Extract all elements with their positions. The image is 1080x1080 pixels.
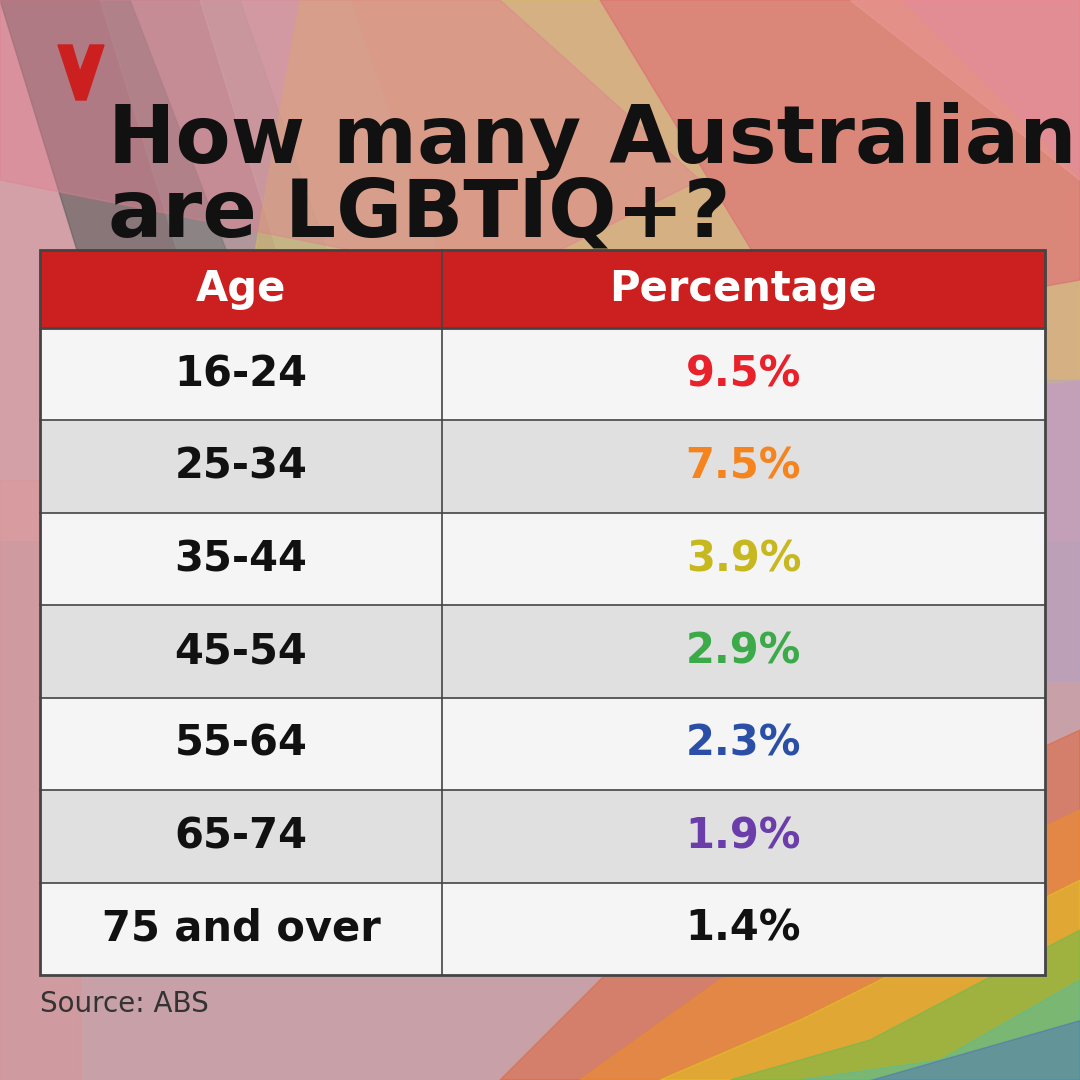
Polygon shape	[870, 1020, 1080, 1080]
Text: 25-34: 25-34	[175, 446, 308, 488]
Polygon shape	[100, 0, 330, 260]
Text: Source: ABS: Source: ABS	[40, 990, 208, 1018]
Polygon shape	[0, 0, 230, 260]
Text: Percentage: Percentage	[609, 268, 877, 310]
Text: 7.5%: 7.5%	[686, 446, 801, 488]
Bar	[0, 0, 1080, 540]
Polygon shape	[58, 45, 104, 100]
Text: 9.5%: 9.5%	[686, 353, 801, 395]
Bar	[40, 882, 1045, 975]
Text: 3.9%: 3.9%	[686, 538, 801, 580]
Polygon shape	[500, 730, 1080, 1080]
Text: 16-24: 16-24	[175, 353, 308, 395]
Polygon shape	[1000, 380, 1080, 680]
Bar	[40, 328, 1045, 420]
Bar	[40, 698, 1045, 791]
Polygon shape	[580, 810, 1080, 1080]
Text: 1.9%: 1.9%	[686, 815, 801, 858]
Bar	[40, 249, 1045, 328]
Text: are LGBTIQ+?: are LGBTIQ+?	[108, 175, 731, 253]
Text: 35-44: 35-44	[175, 538, 308, 580]
Polygon shape	[850, 0, 1080, 180]
Polygon shape	[800, 980, 1080, 1080]
Text: How many Australians: How many Australians	[108, 102, 1080, 180]
Polygon shape	[660, 880, 1080, 1080]
Polygon shape	[730, 930, 1080, 1080]
Polygon shape	[200, 0, 440, 260]
Polygon shape	[249, 0, 1080, 430]
Text: 2.9%: 2.9%	[686, 631, 801, 673]
Polygon shape	[600, 0, 1080, 330]
Bar	[40, 513, 1045, 605]
Text: 65-74: 65-74	[175, 815, 308, 858]
Text: 45-54: 45-54	[175, 631, 308, 673]
Bar	[40, 605, 1045, 698]
Text: 55-64: 55-64	[175, 723, 308, 765]
Text: 1.4%: 1.4%	[686, 908, 801, 949]
Bar	[40, 791, 1045, 882]
Polygon shape	[0, 0, 700, 280]
Text: 2.3%: 2.3%	[686, 723, 801, 765]
Polygon shape	[0, 480, 80, 1080]
Bar	[40, 420, 1045, 513]
Text: Age: Age	[195, 268, 286, 310]
Text: 75 and over: 75 and over	[102, 908, 380, 949]
Bar	[40, 249, 1045, 975]
